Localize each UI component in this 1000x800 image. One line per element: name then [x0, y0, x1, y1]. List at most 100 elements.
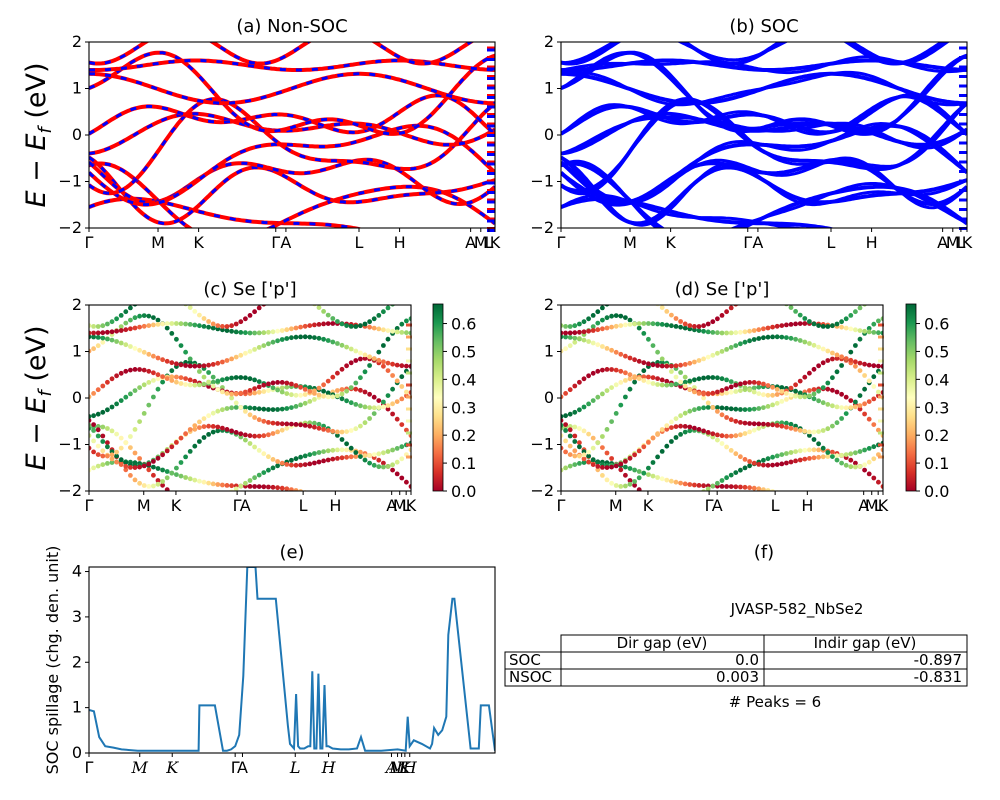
point-d-5-66	[862, 386, 867, 392]
point-c-7-27	[210, 379, 216, 385]
cbar-tick-label-d-3: 0.3	[924, 398, 949, 417]
point-c-3-49	[312, 420, 317, 426]
xtick-label-c-0: Γ	[85, 496, 94, 515]
point-c-11-49	[312, 305, 317, 307]
point-c-11-24	[197, 312, 202, 318]
point-c-3-8	[123, 460, 129, 465]
point-c-4-0	[89, 433, 92, 438]
point-c-0-24	[197, 478, 202, 484]
point-d-8-1	[563, 346, 568, 352]
point-c-3-55	[339, 437, 345, 442]
point-d-10-29	[692, 327, 697, 333]
point-d-3-8	[595, 460, 601, 465]
point-c-9-42	[279, 337, 285, 342]
point-d-2-0	[561, 418, 564, 423]
point-d-8-32	[705, 391, 711, 397]
point-c-7-35	[247, 376, 253, 382]
point-d-7-5	[581, 376, 587, 382]
point-d-2-36	[724, 444, 729, 450]
point-d-3-60	[834, 457, 840, 463]
point-c-11-55	[339, 321, 345, 327]
point-c-7-4	[105, 379, 110, 385]
point-c-7-20	[178, 381, 184, 386]
point-d-8-45	[765, 383, 771, 388]
point-c-11-69	[404, 293, 409, 298]
point-c-0-31	[229, 483, 235, 489]
point-d-5-16	[632, 379, 637, 385]
xtick-label-e-6: H	[321, 758, 337, 777]
point-d-9-27	[682, 362, 688, 367]
point-d-7-32	[705, 375, 711, 380]
point-d-8-57	[820, 385, 826, 390]
point-c-3-43	[284, 425, 290, 431]
point-d-11-55	[811, 321, 817, 327]
point-d-1-3	[572, 424, 578, 430]
point-c-9-29	[220, 359, 225, 365]
point-d-0-42	[751, 485, 757, 491]
point-c-4-42	[279, 406, 285, 412]
point-c-1-63	[376, 457, 382, 463]
point-c-10-12	[141, 323, 147, 329]
point-c-9-34	[243, 350, 248, 356]
point-d-6-23	[664, 378, 670, 384]
table-row-nsoc-dir: 0.003	[716, 668, 759, 686]
xtick-label-d-5: L	[771, 496, 780, 515]
point-c-4-15	[155, 455, 161, 461]
point-c-2-10	[132, 477, 138, 483]
point-d-1-36	[724, 475, 729, 481]
point-d-4-1	[563, 438, 568, 444]
point-c-10-34	[243, 330, 248, 336]
point-d-11-1	[563, 324, 568, 329]
point-c-0-4	[105, 461, 110, 466]
point-c-5-43	[284, 421, 290, 427]
point-d-2-19	[646, 465, 651, 471]
point-c-3-33	[238, 431, 244, 437]
point-d-10-24	[669, 323, 674, 329]
point-c-11-6	[114, 316, 119, 322]
point-d-9-30	[696, 358, 702, 363]
point-d-7-16	[632, 374, 637, 379]
point-c-4-32	[233, 405, 239, 410]
point-d-3-68	[871, 456, 877, 462]
point-c-3-1	[91, 428, 96, 433]
point-d-9-18	[641, 360, 647, 366]
point-c-2-41	[275, 459, 280, 464]
point-d-6-39	[738, 388, 743, 393]
point-d-11-54	[807, 319, 812, 324]
point-d-7-23	[664, 382, 670, 388]
xtick-label-c-2: K	[171, 496, 182, 515]
point-c-2-40	[270, 457, 276, 462]
point-c-5-60	[362, 420, 368, 426]
point-c-11-34	[243, 316, 248, 322]
point-d-6-62	[843, 405, 849, 411]
point-c-8-45	[293, 383, 299, 388]
point-d-0-28	[687, 482, 693, 487]
point-d-4-13	[618, 461, 624, 467]
point-d-2-57	[820, 454, 826, 460]
point-c-1-68	[399, 475, 405, 481]
point-d-0-15	[627, 466, 633, 471]
point-d-7-29	[692, 377, 697, 383]
point-d-10-40	[742, 329, 748, 335]
point-c-9-57	[348, 346, 354, 352]
point-d-0-35	[719, 484, 725, 489]
point-c-4-67	[394, 416, 400, 422]
point-c-2-8	[123, 467, 129, 473]
point-d-11-12	[614, 295, 619, 300]
point-c-1-46	[298, 454, 303, 460]
point-d-8-31	[701, 391, 706, 397]
band-b-9-split	[561, 70, 967, 107]
point-c-0-21	[183, 475, 189, 480]
ytick-label-d-0: 0	[544, 388, 554, 407]
point-d-5-15	[627, 386, 633, 392]
ytick-label-e-1: 1	[72, 698, 82, 717]
point-c-7-9	[127, 367, 133, 373]
point-c-3-66	[390, 462, 395, 468]
point-c-7-15	[155, 372, 161, 378]
point-c-5-32	[233, 400, 239, 406]
point-c-3-64	[381, 464, 386, 470]
point-c-4-43	[284, 406, 290, 411]
point-d-3-33	[710, 431, 716, 437]
point-c-7-69	[404, 389, 409, 395]
point-c-6-57	[348, 400, 354, 406]
